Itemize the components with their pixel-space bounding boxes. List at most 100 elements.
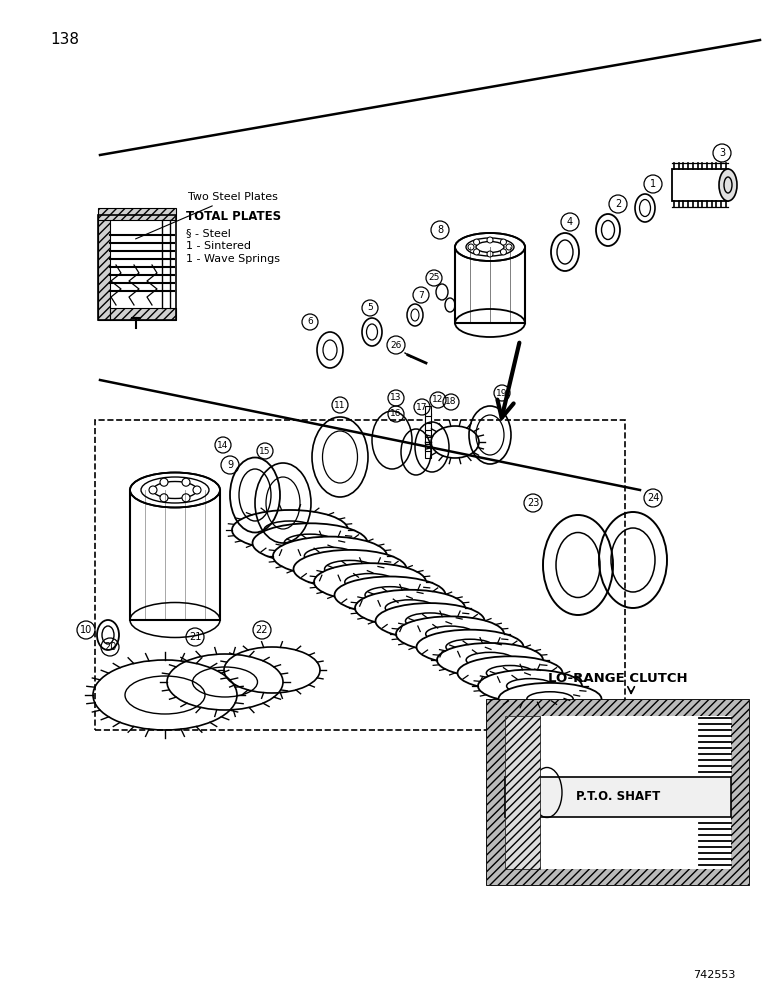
Circle shape	[193, 486, 201, 494]
Circle shape	[473, 249, 479, 255]
Circle shape	[473, 239, 479, 245]
Text: 16: 16	[391, 410, 401, 418]
FancyBboxPatch shape	[425, 427, 431, 437]
Text: LO-RANGE CLUTCH: LO-RANGE CLUTCH	[548, 672, 688, 684]
FancyBboxPatch shape	[505, 700, 731, 716]
Text: 7: 7	[418, 290, 424, 300]
Text: 22: 22	[256, 625, 268, 635]
Ellipse shape	[324, 560, 375, 578]
Text: 1: 1	[650, 179, 656, 189]
Text: 138: 138	[50, 32, 79, 47]
Ellipse shape	[425, 626, 474, 642]
FancyBboxPatch shape	[425, 413, 431, 423]
Ellipse shape	[385, 600, 435, 616]
Circle shape	[160, 494, 168, 502]
Ellipse shape	[273, 537, 387, 575]
Ellipse shape	[345, 574, 395, 590]
Text: 17: 17	[416, 402, 428, 412]
Text: 1 - Sintered: 1 - Sintered	[186, 241, 251, 251]
Ellipse shape	[499, 683, 601, 715]
Text: § - Steel: § - Steel	[186, 228, 231, 238]
Text: 23: 23	[527, 498, 539, 508]
Text: 11: 11	[334, 400, 346, 410]
Ellipse shape	[478, 670, 582, 702]
FancyBboxPatch shape	[455, 247, 525, 323]
FancyBboxPatch shape	[425, 406, 431, 416]
Ellipse shape	[437, 643, 543, 677]
Text: 26: 26	[391, 340, 401, 350]
Ellipse shape	[304, 547, 356, 565]
Text: 12: 12	[432, 395, 444, 404]
Ellipse shape	[396, 616, 504, 652]
Circle shape	[468, 244, 474, 250]
Text: 6: 6	[307, 318, 313, 326]
Text: 20: 20	[103, 642, 117, 652]
Ellipse shape	[252, 523, 367, 563]
Text: 5: 5	[367, 304, 373, 312]
Ellipse shape	[466, 652, 514, 668]
FancyBboxPatch shape	[130, 490, 220, 620]
Ellipse shape	[446, 639, 494, 655]
Ellipse shape	[355, 590, 465, 626]
Ellipse shape	[334, 576, 445, 613]
Text: 4: 4	[567, 217, 573, 227]
Text: 14: 14	[217, 440, 229, 450]
Text: 13: 13	[391, 393, 401, 402]
Circle shape	[500, 239, 506, 245]
Ellipse shape	[417, 630, 523, 664]
FancyBboxPatch shape	[425, 448, 431, 458]
Text: 3: 3	[719, 148, 725, 158]
Circle shape	[160, 478, 168, 486]
FancyBboxPatch shape	[505, 777, 731, 817]
Ellipse shape	[455, 233, 525, 261]
Ellipse shape	[486, 665, 533, 681]
Circle shape	[182, 478, 190, 486]
Circle shape	[149, 486, 157, 494]
Text: 10: 10	[80, 625, 92, 635]
FancyBboxPatch shape	[731, 700, 749, 885]
Ellipse shape	[506, 679, 554, 693]
Ellipse shape	[314, 563, 426, 601]
Text: 21: 21	[189, 632, 201, 642]
Circle shape	[487, 237, 493, 243]
Text: 25: 25	[428, 273, 440, 282]
Ellipse shape	[284, 534, 336, 552]
Ellipse shape	[719, 169, 737, 201]
FancyBboxPatch shape	[672, 169, 728, 201]
Text: 15: 15	[259, 446, 271, 456]
Text: 2: 2	[615, 199, 621, 209]
Circle shape	[182, 494, 190, 502]
Ellipse shape	[527, 692, 573, 706]
Text: 742553: 742553	[692, 970, 735, 980]
Circle shape	[500, 249, 506, 255]
FancyBboxPatch shape	[98, 208, 176, 220]
Text: 9: 9	[227, 460, 233, 470]
FancyBboxPatch shape	[487, 700, 749, 885]
Ellipse shape	[405, 613, 455, 629]
Text: P.T.O. SHAFT: P.T.O. SHAFT	[576, 790, 660, 804]
Text: 24: 24	[647, 493, 659, 503]
Text: 1 - Wave Springs: 1 - Wave Springs	[186, 254, 280, 264]
FancyBboxPatch shape	[425, 441, 431, 451]
FancyBboxPatch shape	[98, 215, 110, 320]
Text: 18: 18	[445, 397, 457, 406]
FancyBboxPatch shape	[110, 308, 176, 320]
Ellipse shape	[375, 603, 485, 639]
Ellipse shape	[264, 521, 316, 539]
Ellipse shape	[458, 656, 563, 690]
FancyBboxPatch shape	[425, 420, 431, 430]
FancyBboxPatch shape	[425, 434, 431, 444]
Text: 8: 8	[437, 225, 443, 235]
Ellipse shape	[365, 587, 415, 603]
FancyBboxPatch shape	[505, 716, 540, 869]
Ellipse shape	[130, 473, 220, 508]
Ellipse shape	[293, 550, 407, 588]
Ellipse shape	[232, 510, 348, 550]
Circle shape	[487, 251, 493, 257]
FancyBboxPatch shape	[505, 869, 731, 885]
Text: Two Steel Plates: Two Steel Plates	[136, 192, 278, 239]
Text: TOTAL PLATES: TOTAL PLATES	[186, 210, 281, 223]
FancyBboxPatch shape	[487, 700, 505, 885]
Circle shape	[506, 244, 512, 250]
Text: 19: 19	[496, 388, 508, 397]
